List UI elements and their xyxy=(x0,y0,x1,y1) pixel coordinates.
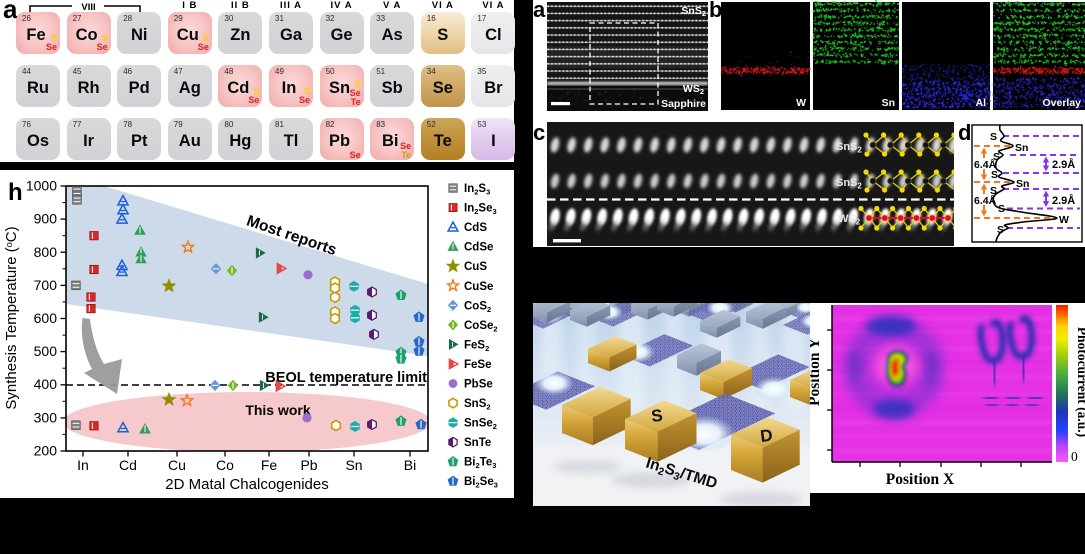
svg-text:S: S xyxy=(997,224,1004,236)
svg-text:Al: Al xyxy=(976,97,987,109)
svg-text:d: d xyxy=(958,120,971,145)
svg-text:Sn: Sn xyxy=(1016,178,1029,190)
svg-text:2.9Å: 2.9Å xyxy=(1052,194,1075,207)
svg-text:S: S xyxy=(990,131,997,143)
svg-text:Cd: Cd xyxy=(119,457,137,473)
svg-text:900: 900 xyxy=(34,211,58,227)
svg-text:2D Matal Chalcogenides: 2D Matal Chalcogenides xyxy=(165,476,328,493)
svg-text:SnS2: SnS2 xyxy=(464,398,491,412)
svg-text:Overlay: Overlay xyxy=(1042,97,1081,109)
svg-text:6.4Å: 6.4Å xyxy=(974,158,997,171)
svg-text:Fe: Fe xyxy=(261,457,278,473)
svg-text:SnSe2: SnSe2 xyxy=(464,418,497,432)
svg-text:CdS: CdS xyxy=(464,222,487,234)
svg-text:SnTe: SnTe xyxy=(464,437,491,449)
svg-text:0: 0 xyxy=(1071,449,1078,464)
svg-text:h: h xyxy=(8,179,23,206)
svg-text:600: 600 xyxy=(34,310,58,326)
svg-text:W: W xyxy=(1059,214,1069,226)
svg-text:S: S xyxy=(991,169,998,181)
svg-text:Bi2Te3: Bi2Te3 xyxy=(464,457,496,471)
svg-text:1000: 1000 xyxy=(26,178,57,194)
svg-text:Co: Co xyxy=(216,457,234,473)
svg-text:2.9Å: 2.9Å xyxy=(1052,158,1075,171)
svg-text:Bi: Bi xyxy=(404,457,416,473)
svg-text:WS2: WS2 xyxy=(838,213,861,227)
svg-text:700: 700 xyxy=(34,277,58,293)
svg-text:800: 800 xyxy=(34,244,58,260)
svg-text:VIII: VIII xyxy=(81,2,95,12)
svg-text:S: S xyxy=(993,151,1000,163)
svg-text:Synthesis Temperature (oC): Synthesis Temperature (oC) xyxy=(3,226,20,409)
svg-text:In2S3: In2S3 xyxy=(464,183,490,197)
svg-text:FeSe: FeSe xyxy=(464,359,492,371)
svg-text:S: S xyxy=(998,203,1005,215)
svg-text:BEOL temperature limit: BEOL temperature limit xyxy=(265,370,427,386)
svg-text:S: S xyxy=(990,185,997,197)
svg-text:This work: This work xyxy=(245,402,311,418)
svg-text:SnS2: SnS2 xyxy=(681,5,706,18)
svg-text:S: S xyxy=(650,406,664,426)
svg-text:WS2: WS2 xyxy=(683,83,704,96)
svg-text:Position Y: Position Y xyxy=(810,338,823,406)
svg-text:CuS: CuS xyxy=(464,261,487,273)
svg-text:In2Se3: In2Se3 xyxy=(464,203,497,217)
svg-text:Photocurrent (a.u.): Photocurrent (a.u.) xyxy=(1075,327,1085,437)
svg-text:W: W xyxy=(796,97,806,109)
svg-text:300: 300 xyxy=(34,409,58,425)
svg-text:c: c xyxy=(533,120,545,145)
svg-text:CuSe: CuSe xyxy=(464,281,493,293)
svg-text:PbSe: PbSe xyxy=(464,379,493,391)
svg-text:Sn: Sn xyxy=(345,457,362,473)
svg-text:500: 500 xyxy=(34,343,58,359)
svg-text:Sn: Sn xyxy=(882,97,895,109)
svg-text:CoSe2: CoSe2 xyxy=(464,320,498,334)
svg-text:Pb: Pb xyxy=(300,457,317,473)
svg-text:a: a xyxy=(533,0,546,22)
svg-text:CoS2: CoS2 xyxy=(464,300,491,314)
svg-text:D: D xyxy=(759,426,774,446)
svg-text:SnS2: SnS2 xyxy=(836,177,862,191)
svg-text:SnS2: SnS2 xyxy=(836,141,862,155)
svg-text:Position X: Position X xyxy=(886,471,955,488)
svg-text:400: 400 xyxy=(34,376,58,392)
svg-text:b: b xyxy=(709,0,722,22)
svg-text:Bi2Se3: Bi2Se3 xyxy=(464,476,498,490)
svg-text:200: 200 xyxy=(34,443,58,459)
svg-text:FeS2: FeS2 xyxy=(464,339,489,353)
svg-text:Cu: Cu xyxy=(168,457,186,473)
svg-text:CdSe: CdSe xyxy=(464,242,493,254)
svg-text:In: In xyxy=(77,457,89,473)
svg-text:6.4Å: 6.4Å xyxy=(974,194,997,207)
svg-text:Sn: Sn xyxy=(1015,142,1028,154)
svg-text:Sapphire: Sapphire xyxy=(661,98,706,110)
